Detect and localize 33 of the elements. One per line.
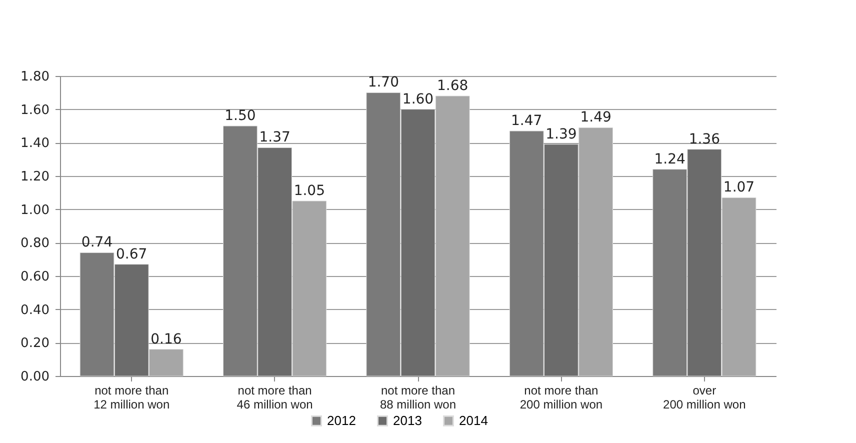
x-tick-label: not more than 12 million won <box>94 384 170 412</box>
data-label: 1.70 <box>368 74 399 91</box>
x-tick-label: not more than 200 million won <box>520 384 603 412</box>
y-tick-label: 1.00 <box>20 202 50 218</box>
y-tick-label: 1.60 <box>20 102 50 118</box>
y-tick-label: 1.20 <box>20 170 50 184</box>
data-label: 1.36 <box>688 131 720 148</box>
y-tick-label: 1.80 <box>20 70 50 84</box>
y-tick-label: 0.00 <box>20 370 50 384</box>
data-label: 1.39 <box>546 126 577 142</box>
y-tick-label: 1.40 <box>20 136 50 152</box>
y-tick-label: 0.20 <box>20 336 50 352</box>
legend-label: 2013 <box>393 412 422 428</box>
data-label: 1.37 <box>259 130 290 146</box>
x-tick-label: over 200 million won <box>663 384 746 412</box>
data-label: 1.47 <box>511 113 542 129</box>
y-tick-label: 0.40 <box>20 302 50 318</box>
data-label: 1.24 <box>654 151 686 168</box>
y-tick-label: 0.60 <box>20 270 50 284</box>
data-label: 1.07 <box>723 180 755 196</box>
data-label: 1.60 <box>402 91 434 108</box>
x-tick-label: not more than 46 million won <box>236 384 313 412</box>
legend-label: 2012 <box>327 412 356 428</box>
data-label: 0.16 <box>150 331 182 348</box>
data-label: 1.50 <box>224 108 256 124</box>
legend-label: 2014 <box>459 412 488 428</box>
data-label: 0.74 <box>81 234 113 251</box>
x-tick-label: not more than 88 million won <box>380 384 456 412</box>
y-tick-label: 0.80 <box>20 236 50 252</box>
data-label: 0.67 <box>116 246 148 262</box>
data-label: 1.05 <box>294 183 325 199</box>
data-label: 1.68 <box>437 78 468 94</box>
data-label: 1.49 <box>580 110 612 126</box>
